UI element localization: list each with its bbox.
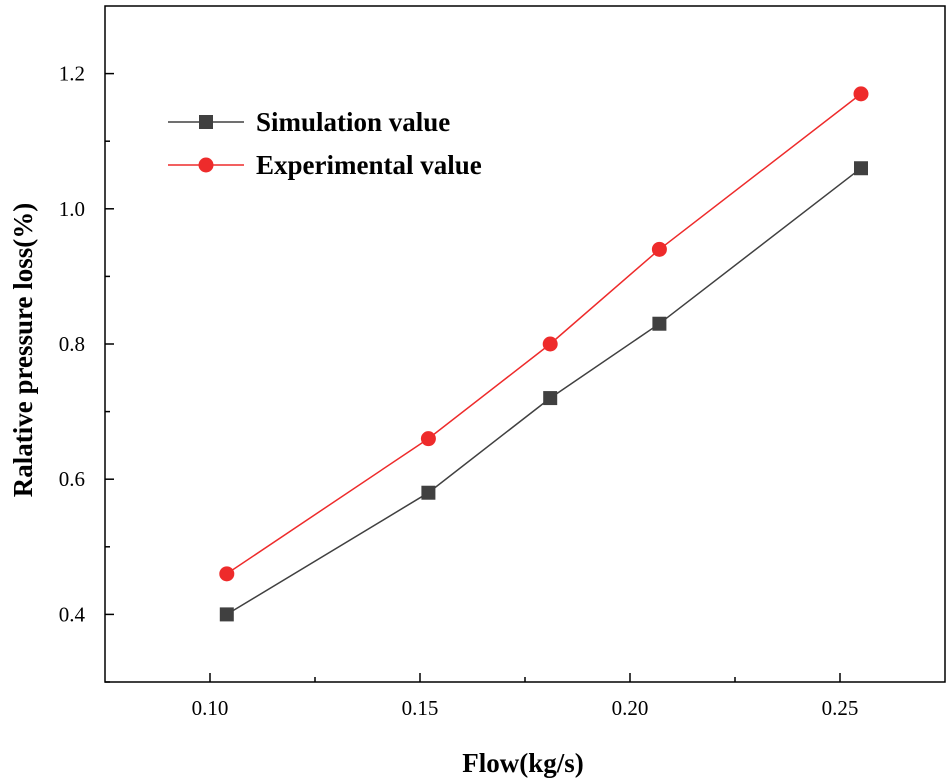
legend-label: Experimental value (256, 150, 482, 180)
plot-frame (104, 5, 946, 683)
x-tick-label: 0.15 (402, 696, 439, 720)
data-point-experimental (651, 241, 667, 257)
y-axis-title: Ralative pressure loss(%) (8, 203, 38, 497)
y-tick-label: 0.4 (59, 602, 86, 626)
y-tick-label: 1.0 (59, 197, 85, 221)
x-axis-title: Flow(kg/s) (462, 748, 584, 778)
data-point-experimental (853, 86, 869, 102)
data-point-experimental (542, 336, 558, 352)
y-tick-label: 0.8 (59, 332, 85, 356)
data-point-simulation (421, 485, 436, 500)
data-point-experimental (420, 431, 436, 447)
data-point-experimental (219, 566, 235, 582)
data-point-simulation (652, 316, 667, 331)
data-point-simulation (854, 161, 868, 176)
x-tick-label: 0.20 (612, 696, 649, 720)
y-tick-label: 0.6 (59, 467, 85, 491)
data-point-simulation (219, 607, 234, 622)
legend-marker-square (199, 115, 213, 129)
data-point-simulation (543, 391, 558, 406)
legend-marker-circle (198, 157, 214, 173)
y-tick-label: 1.2 (59, 62, 85, 86)
x-tick-label: 0.10 (192, 696, 229, 720)
x-tick-label: 0.25 (822, 696, 859, 720)
legend-label: Simulation value (256, 107, 450, 137)
